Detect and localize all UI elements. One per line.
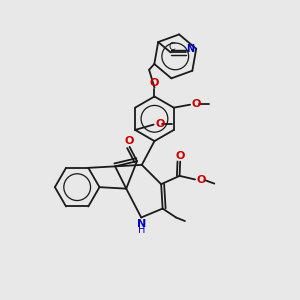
Text: N: N: [137, 219, 146, 229]
Text: O: O: [192, 99, 201, 109]
Text: C: C: [169, 42, 175, 52]
Text: N: N: [186, 44, 194, 55]
Text: O: O: [124, 136, 134, 146]
Text: O: O: [150, 78, 159, 88]
Text: O: O: [197, 175, 206, 185]
Text: O: O: [155, 119, 164, 129]
Text: O: O: [176, 151, 185, 161]
Text: H: H: [138, 225, 146, 235]
